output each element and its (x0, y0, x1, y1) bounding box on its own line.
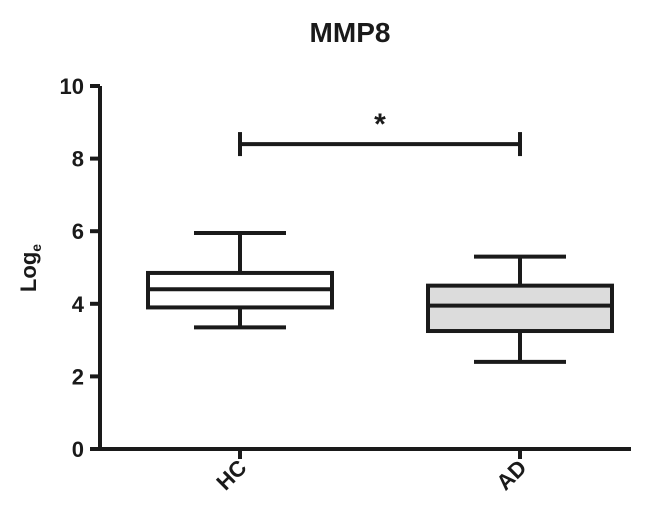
x-tick-label: AD (491, 455, 531, 495)
y-axis-label: Loge (16, 244, 44, 292)
y-axis-label-main: Log (16, 252, 41, 292)
significance-label: * (374, 108, 386, 141)
y-tick-label: 6 (72, 219, 84, 244)
plot-area: 0 2 4 6 8 10 HC AD * (60, 74, 631, 495)
y-tick-label: 2 (72, 364, 84, 389)
box-ad (426, 283, 614, 334)
y-tick-label: 10 (60, 74, 84, 99)
chart-title: MMP8 (310, 17, 391, 48)
y-tick-label: 4 (72, 292, 85, 317)
y-tick-label: 8 (72, 147, 84, 172)
x-tick-label: HC (211, 455, 251, 495)
y-axis-label-subscript: e (28, 244, 44, 252)
y-tick-label: 0 (72, 437, 84, 462)
